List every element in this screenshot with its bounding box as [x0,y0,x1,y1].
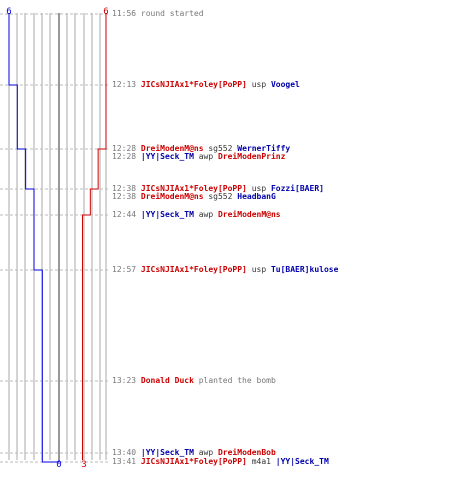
log-entry: 12:28 |YY|Seck_TM awp DreiModenPrinz [112,152,285,162]
blue-player-name: Voogel [270,80,300,89]
blue-player-name: WernerTiffy [237,144,291,153]
red-end-count: 3 [81,460,86,470]
log-time: 12:57 [112,265,141,274]
red-player-name: DreiModenM@ns [217,210,281,219]
blue-player-name: HeadbanG [237,192,276,201]
red-player-name: DreiModenM@ns [140,192,204,201]
log-time: 13:23 [112,376,141,385]
log-entry: 12:57 JICsNJIAx1*Foley[PoPP] usp Tu[BAER… [112,265,338,275]
log-time: 11:56 [112,9,141,18]
log-text: usp [246,80,271,89]
red-player-name: JICsNJIAx1*Foley[PoPP] [140,457,247,466]
red-player-name: DreiModenPrinz [217,152,286,161]
blue-player-name: |YY|Seck_TM [140,210,194,219]
blue-player-name: |YY|Seck_TM [140,152,194,161]
log-entry: 13:23 Donald Duck planted the bomb [112,376,276,386]
log-entry: 12:44 |YY|Seck_TM awp DreiModenM@ns [112,210,281,220]
log-time: 13:40 [112,448,141,457]
blue-team-alive-line [8,13,60,463]
log-text: sg552 [203,144,238,153]
log-time: 12:28 [112,144,141,153]
blue-player-name: |YY|Seck_TM [140,448,194,457]
blue-start-count: 6 [6,7,11,17]
red-player-name: JICsNJIAx1*Foley[PoPP] [140,80,247,89]
log-time: 12:44 [112,210,141,219]
log-text: sg552 [203,192,238,201]
log-entry: 12:28 DreiModenM@ns sg552 WernerTiffy [112,144,290,154]
player-grid [8,13,107,460]
log-time: 12:38 [112,184,141,193]
log-text: m4a1 [246,457,276,466]
log-entry: 12:38 JICsNJIAx1*Foley[PoPP] usp Fozzi[B… [112,184,324,194]
red-player-name: DreiModenM@ns [140,144,204,153]
red-player-name: Donald Duck [140,376,194,385]
blue-end-count: 0 [56,460,61,470]
red-start-count: 6 [103,7,108,17]
red-player-name: JICsNJIAx1*Foley[PoPP] [140,265,247,274]
log-text: usp [246,265,271,274]
log-time: 12:38 [112,192,141,201]
blue-player-name: Tu[BAER]kulose [270,265,339,274]
log-text: round started [140,9,204,18]
log-entry: 13:40 |YY|Seck_TM awp DreiModenBob [112,448,276,458]
blue-player-name: Fozzi[BAER] [270,184,324,193]
log-time: 12:13 [112,80,141,89]
log-entry: 13:41 JICsNJIAx1*Foley[PoPP] m4a1 |YY|Se… [112,457,329,467]
log-time: 12:28 [112,152,141,161]
log-entry: 12:13 JICsNJIAx1*Foley[PoPP] usp Voogel [112,80,300,90]
red-player-name: JICsNJIAx1*Foley[PoPP] [140,184,247,193]
count-labels: 6 6 0 3 [6,7,108,470]
log-text: awp [193,448,218,457]
red-player-name: DreiModenBob [217,448,276,457]
log-text: awp [193,210,218,219]
log-text: usp [246,184,271,193]
blue-player-name: |YY|Seck_TM [275,457,329,466]
alive-lines [8,13,107,463]
log-entry: 12:38 DreiModenM@ns sg552 HeadbanG [112,192,276,202]
log-entry: 11:56 round started [112,9,204,19]
log-text: planted the bomb [193,376,276,385]
log-text: awp [193,152,218,161]
log-time: 13:41 [112,457,141,466]
red-team-alive-line [81,13,107,460]
